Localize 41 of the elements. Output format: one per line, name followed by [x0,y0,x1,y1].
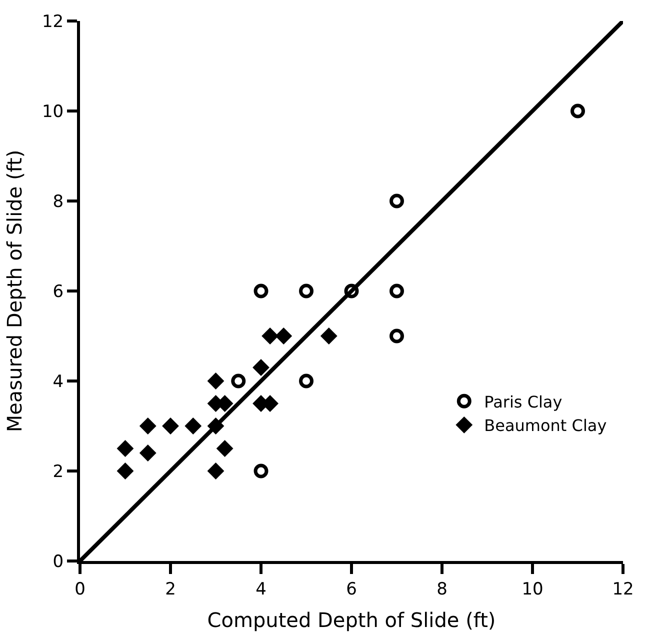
legend-label: Beaumont Clay [484,416,607,436]
point [252,359,270,376]
x-tick-label: 12 [612,579,634,600]
point [116,462,134,480]
point [299,374,314,388]
point [390,328,404,344]
x-tick-label: 0 [74,579,86,600]
point [570,104,585,118]
point [207,462,224,480]
point [162,418,179,434]
point [254,284,268,298]
x-axis-title: Computed Depth of Slide (ft) [207,608,496,632]
x-tick-label: 2 [165,579,176,600]
point [299,284,314,298]
point [390,284,404,298]
y-tick-label: 0 [52,552,64,572]
y-tick-label: 6 [52,282,64,302]
y-tick-label: 8 [52,192,64,212]
point [231,374,246,388]
point [139,418,156,434]
point [116,440,134,457]
x-tick-label: 8 [436,579,448,600]
point [390,194,404,208]
point [184,418,202,434]
y-tick-label: 12 [42,12,64,32]
x-tick-label: 4 [256,579,266,600]
point [275,328,292,344]
point [139,444,156,462]
x-tick-label: 10 [522,579,544,600]
y-tick-label: 10 [42,102,64,122]
point [207,372,224,390]
point [262,328,278,344]
x-tick-label: 6 [346,579,357,600]
y-tick-label: 2 [52,462,64,482]
point [344,284,359,298]
point [320,328,338,344]
y-tick-label: 4 [52,372,64,392]
point [254,464,268,478]
y-axis-title: Measured Depth of Slide (ft) [2,150,26,432]
point [216,440,234,457]
legend-label: Paris Clay [484,392,562,412]
